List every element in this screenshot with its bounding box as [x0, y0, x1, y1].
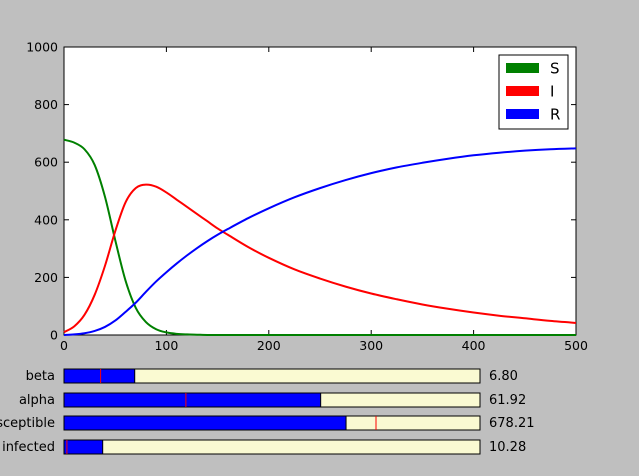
legend-label: S [550, 60, 560, 78]
slider-value: 10.28 [489, 440, 526, 455]
y-tick-label: 1000 [26, 40, 58, 55]
x-tick-label: 200 [257, 338, 281, 353]
slider-label: susceptible [0, 416, 55, 431]
legend-label: R [550, 106, 560, 124]
slider-panel: beta 6.80 alpha 61.92 susceptible 678.21 infec… [0, 368, 535, 455]
legend-swatch-i [506, 86, 539, 96]
y-tick-label: 200 [34, 270, 58, 285]
y-tick-label: 400 [34, 212, 58, 227]
slider-label: beta [26, 369, 55, 384]
plot-axes: 0 100 200 300 400 500 0 200 400 600 800 1000 [26, 40, 588, 354]
slider-value: 678.21 [489, 416, 535, 431]
tick-labels: 0 100 200 300 400 500 0 200 400 600 800 1000 [26, 40, 588, 354]
slider-track[interactable] [63, 439, 481, 455]
slider-susceptible[interactable]: susceptible 678.21 [0, 415, 535, 431]
series-lines [63, 138, 577, 337]
x-tick-label: 400 [462, 338, 486, 353]
y-tick-label: 600 [34, 155, 58, 170]
series-line-s [63, 138, 576, 337]
y-tick-label: 800 [34, 97, 58, 112]
series-line-r [63, 147, 577, 336]
legend: SIR [498, 54, 569, 130]
slider-fill[interactable] [63, 415, 347, 431]
y-tick-label: 0 [50, 328, 58, 343]
slider-fill[interactable] [63, 439, 104, 455]
x-tick-label: 0 [60, 338, 68, 353]
slider-value: 6.80 [489, 369, 518, 384]
slider-label: alpha [19, 393, 55, 408]
slider-infected[interactable]: infected 10.28 [2, 439, 526, 455]
slider-fill[interactable] [63, 392, 322, 408]
x-tick-label: 100 [154, 338, 178, 353]
legend-swatch-s [506, 63, 539, 73]
x-tick-label: 500 [564, 338, 588, 353]
slider-label: infected [2, 440, 55, 455]
series-line-i [63, 183, 577, 334]
slider-beta[interactable]: beta 6.80 [26, 368, 518, 384]
slider-alpha[interactable]: alpha 61.92 [19, 392, 526, 408]
legend-label: I [550, 83, 554, 101]
slider-fill[interactable] [63, 368, 136, 384]
legend-swatch-r [506, 109, 539, 119]
x-tick-label: 300 [359, 338, 383, 353]
slider-value: 61.92 [489, 393, 526, 408]
